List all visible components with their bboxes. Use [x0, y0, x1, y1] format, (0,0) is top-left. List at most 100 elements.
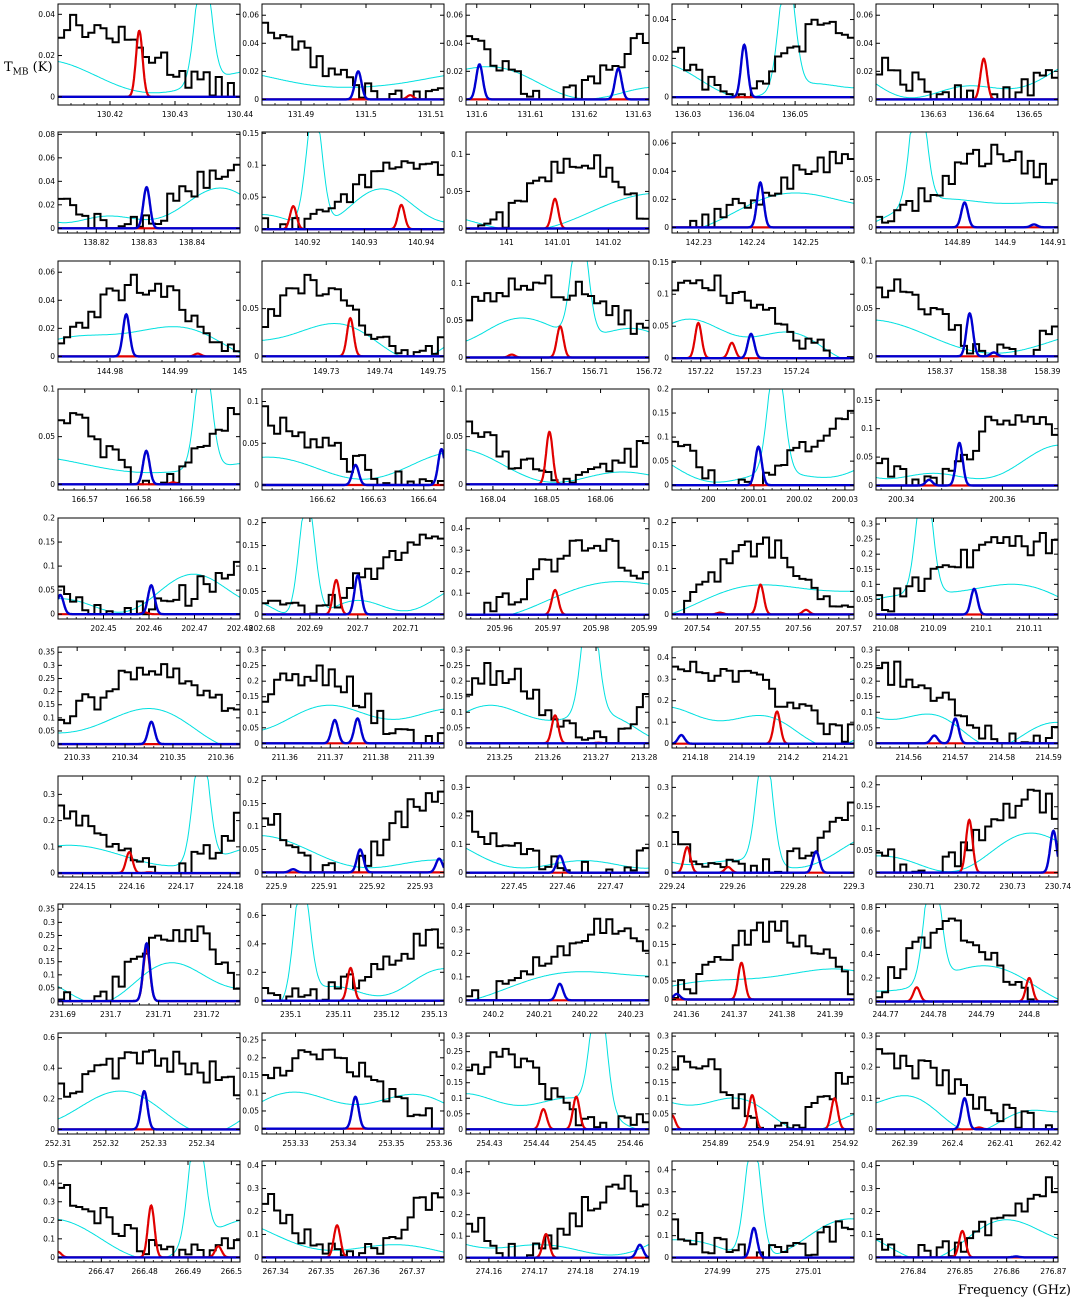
panel-frame: [671, 1032, 855, 1135]
panel-frame: [671, 1160, 855, 1263]
y-tick-label: 0.1: [657, 564, 669, 573]
y-tick-label: 0.1: [43, 713, 55, 722]
x-tick-label: 214.21: [822, 753, 848, 762]
panel-frame: [465, 388, 650, 491]
x-tick-label: 202.68: [249, 624, 275, 633]
y-tick-label: 0: [50, 224, 55, 233]
y-tick-label: 0.4: [451, 902, 463, 911]
panel-frame: [875, 903, 1059, 1006]
panel-frame: [261, 388, 445, 491]
y-tick-label: 0.05: [856, 175, 873, 184]
y-tick-label: 0.05: [446, 1109, 463, 1118]
y-tick-label: 0.3: [861, 1032, 873, 1041]
y-tick-label: 0.1: [247, 1230, 259, 1239]
y-tick-label: 0.25: [652, 903, 669, 912]
x-tick-label: 149.73: [313, 367, 339, 376]
panel-plot-area: [58, 1161, 240, 1259]
x-tick-label: 241.38: [769, 1010, 795, 1019]
observed-spectrum-line: [58, 925, 240, 1003]
panel-plot-area: [876, 518, 1058, 616]
x-tick-label: 205.97: [535, 624, 561, 633]
y-tick-label: 0.2: [657, 696, 669, 705]
y-tick-label: 0: [50, 480, 55, 489]
y-tick-label: 0.2: [657, 518, 669, 527]
y-tick-label: 0.6: [247, 911, 259, 920]
panel-plot-area: [58, 560, 240, 616]
x-tick-label: 266.49: [175, 1267, 201, 1276]
spectrum-panel: 0 0.02 0.04 0.06 0.08 138.82 138.83 138.84: [38, 130, 241, 247]
x-tick-label: 231.69: [50, 1010, 76, 1019]
x-tick-label: 214.56: [896, 753, 922, 762]
panel-plot-area: [262, 904, 444, 1002]
x-tick-label: 252.34: [189, 1139, 215, 1148]
panel-plot-area: [466, 917, 649, 1002]
y-tick-label: 0.08: [38, 130, 55, 139]
x-tick-label: 168.05: [534, 495, 560, 504]
observed-spectrum-line: [876, 788, 1058, 874]
model-total-line: [58, 326, 240, 354]
x-tick-label: 207.57: [836, 624, 862, 633]
spectrum-panel: 0 0.05 0.1 0.15 0.2 0.25 0.3 210.08 210.09 210.1 2…: [856, 517, 1059, 633]
observed-spectrum-line: [58, 13, 240, 98]
y-axis-label-subscript: MB: [12, 67, 29, 78]
observed-spectrum-line: [672, 920, 854, 999]
model-total-line: [262, 1228, 444, 1253]
y-tick-label: 0.1: [43, 970, 55, 979]
y-tick-label: 0.3: [861, 1184, 873, 1193]
x-tick-label: 211.36: [272, 753, 298, 762]
y-tick-label: 0: [664, 1125, 669, 1134]
x-tick-label: 229.24: [659, 882, 685, 891]
spectrum-panel: 0 0.05 0.1 0.15 0.2 0.25 0.3 213.25 213.26 213.27…: [446, 646, 657, 762]
model-blue-line: [262, 848, 444, 874]
observed-spectrum-line: [466, 274, 649, 335]
x-tick-label: 210.35: [160, 753, 186, 762]
model-blue-line: [466, 982, 649, 1002]
y-tick-label: 0.06: [652, 139, 669, 148]
model-total-line: [876, 444, 1058, 480]
panel-plot-area: [876, 414, 1058, 487]
x-tick-label: 202.7: [347, 624, 369, 633]
y-tick-label: 0.02: [856, 67, 873, 76]
model-blue-line: [262, 70, 444, 101]
panel-frame: [57, 260, 241, 363]
x-tick-label: 240.21: [526, 1010, 552, 1019]
y-tick-label: 0.04: [652, 167, 669, 176]
y-tick-label: 0.15: [38, 538, 55, 547]
spectrum-panel: 0 0.1 0.2 0.3 0.4 0.5 266.47 266.48 266.49 266.5: [43, 1160, 242, 1276]
y-tick-label: 0.2: [861, 550, 873, 559]
model-red-line: [262, 203, 444, 231]
y-tick-label: 0.1: [451, 708, 463, 717]
x-tick-label: 274.19: [613, 1267, 639, 1276]
panel-plot-area: [876, 788, 1058, 874]
y-tick-label: 0: [868, 352, 873, 361]
y-tick-label: 0: [868, 610, 873, 619]
observed-spectrum-line: [466, 1047, 649, 1131]
x-tick-label: 157.24: [783, 367, 809, 376]
x-tick-label: 229.26: [720, 882, 746, 891]
panel-plot-area: [58, 4, 240, 98]
x-tick-label: 205.98: [583, 624, 609, 633]
y-tick-label: 0.1: [657, 290, 669, 299]
spectrum-panel: 0 0.05 144.89 144.9 144.91: [856, 131, 1067, 247]
panel-frame: [671, 3, 855, 106]
y-tick-label: 0.25: [856, 535, 873, 544]
y-tick-label: 0.1: [247, 397, 259, 406]
x-tick-label: 202.46: [136, 624, 162, 633]
panel-frame: [465, 1032, 650, 1135]
spectrum-panel: 0 0.1 0.2 0.3 0.4 267.34 267.35 267.36 267.37: [247, 1160, 445, 1276]
y-tick-label: 0.05: [242, 439, 259, 448]
x-tick-label: 252.33: [141, 1139, 167, 1148]
x-tick-label: 262.41: [987, 1139, 1013, 1148]
x-tick-label: 136.64: [968, 110, 994, 119]
model-blue-line: [876, 201, 1058, 229]
x-tick-label: 136.03: [675, 110, 701, 119]
y-tick-label: 0.3: [451, 1032, 463, 1041]
spectrum-panel: 0 0.05 0.1 0.15 0.2 202.45 202.46 202.47 202.48: [38, 514, 253, 634]
spectrum-panel: 0 0.05 0.1 166.57 166.58 166.59: [38, 385, 241, 504]
x-tick-label: 130.44: [227, 110, 253, 119]
model-blue-line: [58, 941, 240, 1003]
observed-spectrum-line: [466, 917, 649, 1002]
panel-plot-area: [262, 1048, 444, 1130]
model-red-line: [262, 316, 444, 358]
y-tick-label: 0.05: [242, 193, 259, 202]
